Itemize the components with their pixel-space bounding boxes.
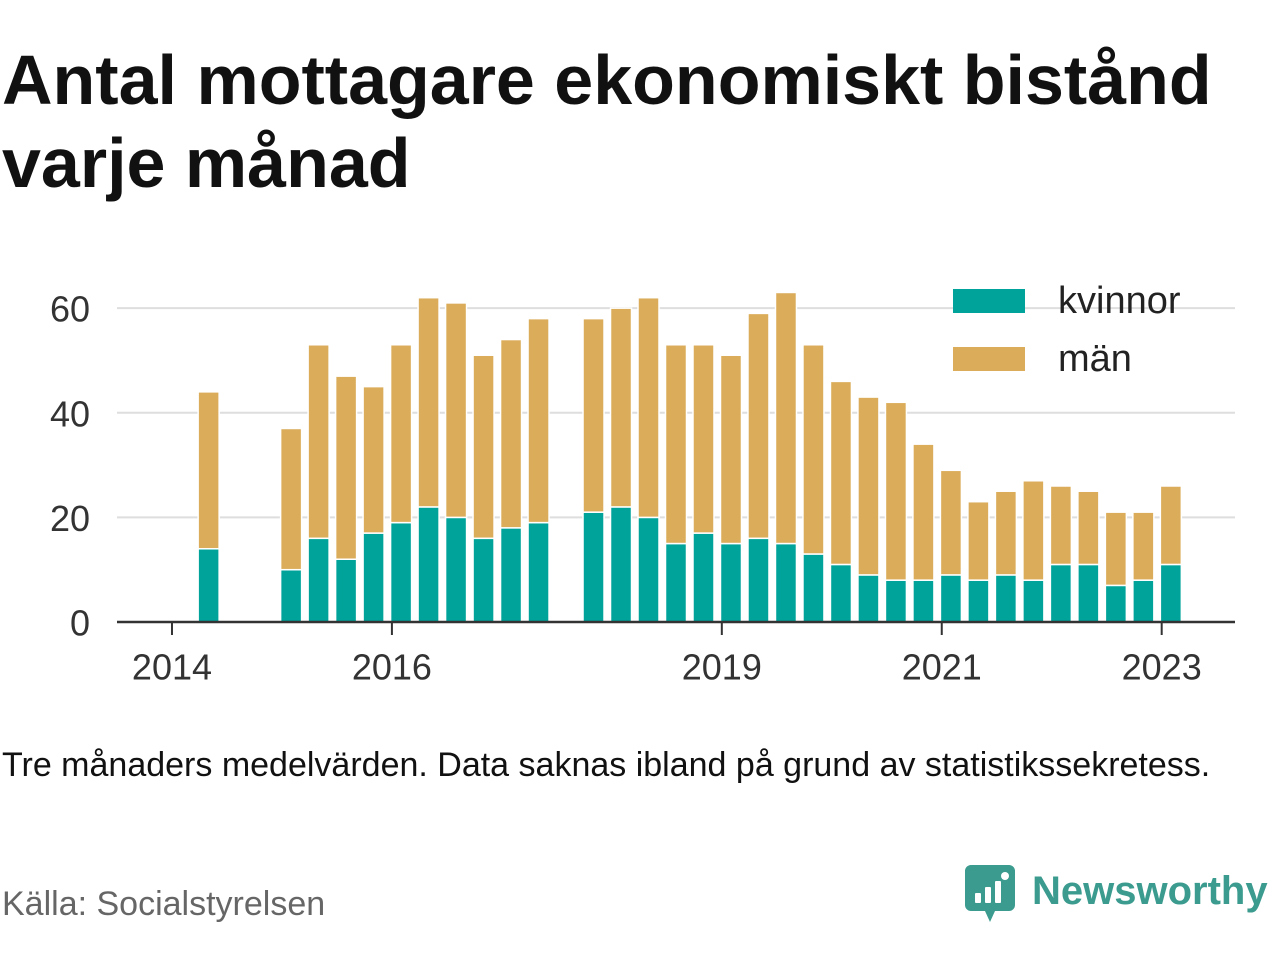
bar-kvinnor-2022-11 [1132,579,1155,623]
newsworthy-logo-icon [965,865,1015,922]
bar-kvinnor-2021-05 [967,579,990,623]
bar-män-2014-05 [197,391,220,550]
bar-män-2020-08 [884,401,908,581]
bar-män-2022-08 [1104,511,1128,587]
bar-män-2018-02 [609,307,633,508]
bar-män-2019-11 [802,344,825,555]
bar-män-2016-02 [389,344,413,524]
bar-män-2016-05 [417,296,440,508]
chart-note: Tre månaders medelvärden. Data saknas ib… [2,746,1211,784]
bar-kvinnor-2016-08 [444,516,468,623]
chart: 0 20 40 60 2014 2016 2019 2021 2023 kvinnor män [50,280,1235,688]
logo-bar-2 [985,887,991,903]
bar-kvinnor-2018-02 [609,506,633,623]
bar-kvinnor-2015-08 [334,558,358,623]
bar-män-2019-02 [719,354,743,545]
x-tick-label: 2016 [352,647,432,688]
bar-kvinnor-2018-11 [692,532,715,623]
x-tick-label: 2014 [132,647,212,688]
x-tick-label: 2019 [682,647,762,688]
bar-kvinnor-2019-08 [774,542,798,623]
bar-kvinnor-2016-02 [389,521,413,623]
chart-title: Antal mottagare ekonomiskt bistånd varje… [2,41,1212,202]
bar-män-2021-02 [939,469,963,576]
bar-kvinnor-2016-11 [472,537,495,623]
x-tick-label: 2023 [1122,647,1202,688]
y-tick-label: 20 [50,498,90,539]
bar-män-2015-02 [279,427,303,571]
bar-kvinnor-2018-05 [637,516,660,623]
bar-kvinnor-2022-05 [1077,563,1100,623]
logo-bar-3 [995,881,1001,903]
bar-män-2016-11 [472,354,495,540]
bar-män-2022-02 [1049,485,1073,566]
bar-män-2016-08 [444,302,468,519]
bar-män-2019-05 [747,312,770,540]
bar-män-2020-02 [829,380,853,566]
bar-män-2018-05 [637,296,660,519]
bar-män-2015-08 [334,375,358,560]
bar-män-2020-11 [912,443,935,581]
y-tick-label: 60 [50,289,90,330]
bar-kvinnor-2016-05 [417,506,440,623]
bar-män-2018-11 [692,344,715,534]
bar-kvinnor-2022-02 [1049,563,1073,623]
bar-kvinnor-2017-11 [582,511,605,623]
bar-kvinnor-2015-05 [307,537,330,623]
legend-swatch-kvinnor [953,289,1025,313]
bar-kvinnor-2023-02 [1159,563,1183,623]
logo-dot [1001,872,1009,880]
bar-män-2019-08 [774,291,798,545]
legend-label: män [1058,338,1132,380]
bar-kvinnor-2018-08 [664,542,688,623]
bar-män-2018-08 [664,344,688,545]
bar-män-2022-05 [1077,490,1100,566]
bar-kvinnor-2020-08 [884,579,908,623]
bar-män-2021-08 [994,490,1018,576]
bar-kvinnor-2015-11 [362,532,385,623]
axes: 0 20 40 60 2014 2016 2019 2021 2023 [50,289,1235,688]
bar-män-2015-05 [307,344,330,540]
bar-män-2021-05 [967,500,990,581]
bars [197,291,1183,623]
bar-män-2015-11 [362,385,385,534]
bar-kvinnor-2021-11 [1022,579,1045,623]
bar-män-2022-11 [1132,511,1155,581]
bar-män-2017-11 [582,317,605,513]
bar-män-2017-05 [527,317,550,524]
x-tick-label: 2021 [902,647,982,688]
legend-swatch-män [953,347,1025,371]
bar-kvinnor-2019-05 [747,537,770,623]
y-tick-label: 0 [70,603,90,644]
bar-kvinnor-2014-05 [197,548,220,623]
y-tick-label: 40 [50,393,90,434]
legend-label: kvinnor [1058,280,1181,322]
bar-kvinnor-2021-08 [994,574,1018,623]
bar-kvinnor-2019-11 [802,553,825,623]
legend: kvinnor män [953,280,1181,380]
logo-bar-1 [975,893,981,903]
bar-kvinnor-2022-08 [1104,584,1128,623]
bar-kvinnor-2017-02 [499,527,523,623]
bar-kvinnor-2015-02 [279,568,303,623]
bar-kvinnor-2020-11 [912,579,935,623]
bar-kvinnor-2019-02 [719,542,743,623]
logo-wordmark: Newsworthy [1032,869,1268,913]
bar-kvinnor-2021-02 [939,574,963,623]
bar-kvinnor-2020-05 [857,574,880,623]
bar-män-2021-11 [1022,480,1045,581]
bar-män-2020-05 [857,396,880,576]
source-credit: Källa: Socialstyrelsen [2,885,326,923]
bar-kvinnor-2020-02 [829,563,853,623]
bar-män-2023-02 [1159,485,1183,566]
bar-män-2017-02 [499,338,523,529]
bar-kvinnor-2017-05 [527,521,550,623]
